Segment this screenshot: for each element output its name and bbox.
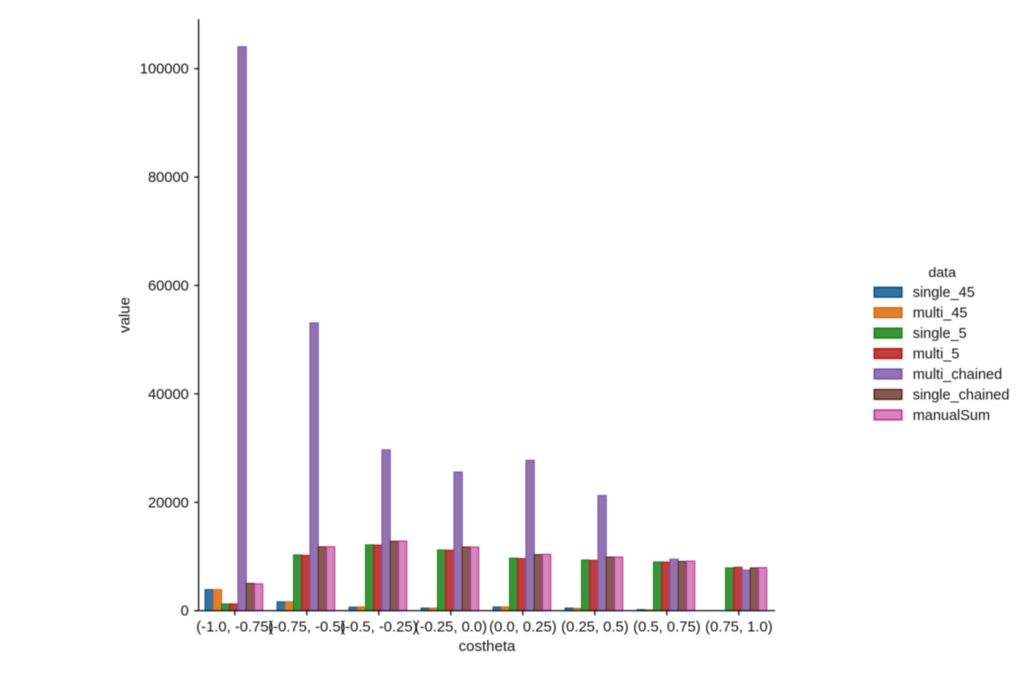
svg-text:single_5: single_5 bbox=[913, 326, 967, 342]
svg-text:data: data bbox=[928, 265, 956, 281]
svg-text:100000: 100000 bbox=[140, 62, 189, 78]
svg-text:multi_5: multi_5 bbox=[913, 346, 960, 362]
svg-text:value: value bbox=[117, 297, 134, 333]
svg-text:(0.25, 0.5): (0.25, 0.5) bbox=[561, 620, 629, 636]
svg-text:(0.75, 1.0): (0.75, 1.0) bbox=[705, 620, 773, 636]
svg-text:0: 0 bbox=[181, 604, 189, 620]
svg-text:(0.0, 0.25): (0.0, 0.25) bbox=[489, 620, 557, 636]
svg-text:20000: 20000 bbox=[148, 495, 189, 511]
svg-text:single_chained: single_chained bbox=[913, 387, 1010, 403]
svg-text:(-1.0, -0.75): (-1.0, -0.75) bbox=[196, 620, 273, 636]
svg-text:manualSum: manualSum bbox=[913, 408, 990, 424]
svg-text:(0.5, 0.75): (0.5, 0.75) bbox=[633, 620, 701, 636]
svg-text:(-0.75, -0.5): (-0.75, -0.5) bbox=[268, 620, 345, 636]
svg-text:costheta: costheta bbox=[459, 638, 516, 655]
svg-text:80000: 80000 bbox=[148, 170, 189, 186]
svg-text:multi_45: multi_45 bbox=[913, 306, 968, 322]
svg-text:(-0.25, 0.0): (-0.25, 0.0) bbox=[415, 620, 487, 636]
svg-text:single_45: single_45 bbox=[913, 285, 975, 301]
svg-text:60000: 60000 bbox=[148, 278, 189, 294]
svg-text:(-0.5, -0.25): (-0.5, -0.25) bbox=[340, 620, 417, 636]
svg-text:multi_chained: multi_chained bbox=[913, 367, 1002, 383]
svg-text:40000: 40000 bbox=[148, 387, 189, 403]
